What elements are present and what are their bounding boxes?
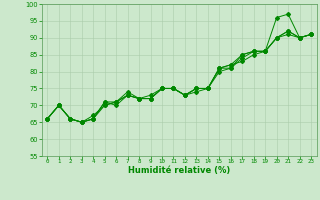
X-axis label: Humidité relative (%): Humidité relative (%) — [128, 166, 230, 175]
